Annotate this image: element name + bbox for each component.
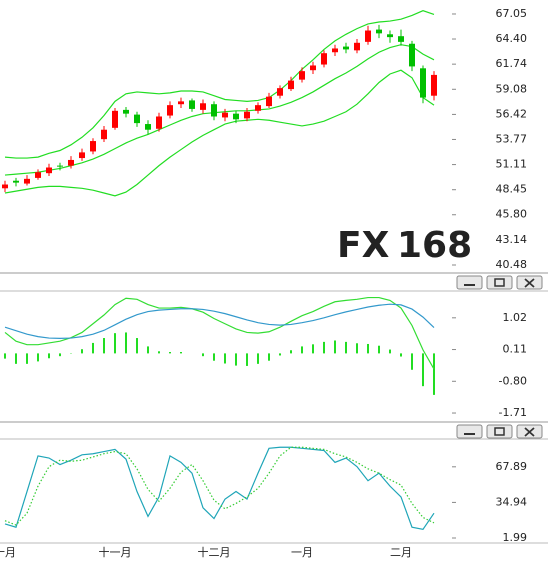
x-tick-label: 十二月: [198, 545, 231, 559]
x-tick-label: 二月: [390, 546, 412, 559]
y-tick-label: 43.14: [496, 233, 528, 246]
minimize-button[interactable]: [456, 424, 483, 439]
candle-body: [2, 184, 8, 189]
y-tick-label: 1.99: [503, 531, 528, 544]
candle-body: [123, 109, 129, 114]
x-tick-label: 十一月: [99, 545, 132, 559]
y-tick-label: 1.02: [503, 311, 528, 324]
candle-body: [46, 167, 52, 174]
candle-body: [387, 34, 393, 38]
y-tick-label: -1.71: [499, 406, 527, 419]
y-tick-label: 0.11: [503, 343, 528, 356]
icon: [494, 427, 505, 436]
watermark: FX: [337, 225, 390, 266]
window-buttons: [456, 275, 543, 439]
y-tick-label: 34.94: [496, 495, 528, 508]
line-series: [4, 296, 435, 370]
watermark: 168: [397, 225, 472, 266]
candle-body: [376, 29, 382, 34]
candle-body: [398, 36, 404, 42]
candle-body: [277, 88, 283, 96]
y-tick-label: -0.80: [499, 374, 527, 387]
candle-body: [134, 114, 140, 124]
candle-body: [211, 104, 217, 117]
candle-body: [409, 43, 415, 67]
candle-body: [266, 96, 272, 107]
line-series: [4, 303, 435, 339]
y-tick-label: 64.40: [496, 32, 528, 45]
candle-body: [255, 105, 261, 111]
candle-body: [35, 172, 41, 178]
y-tick-label: 59.08: [496, 82, 528, 95]
line-series: [4, 44, 435, 176]
candle-body: [420, 68, 426, 98]
icon: [524, 278, 535, 288]
candle-body: [156, 116, 162, 129]
y-tick-label: 61.74: [496, 57, 528, 70]
y-tick-label: 67.89: [496, 460, 528, 473]
candle-body: [431, 74, 437, 96]
y-tick-label: 51.11: [496, 158, 528, 171]
restore-button[interactable]: [486, 275, 513, 290]
candle-body: [57, 165, 63, 167]
candle-body: [222, 112, 228, 118]
candle-body: [299, 71, 305, 80]
icon: [524, 427, 535, 437]
candle-body: [343, 46, 349, 50]
candle-body: [200, 103, 206, 110]
candle-body: [321, 53, 327, 65]
candle-body: [365, 30, 371, 42]
y-tick-label: 40.48: [496, 258, 528, 271]
candle-body: [68, 159, 74, 166]
candle-body: [145, 124, 151, 130]
candle-body: [332, 48, 338, 53]
candle-body: [288, 80, 294, 90]
candle-body: [24, 178, 30, 184]
restore-button[interactable]: [486, 424, 513, 439]
y-tick-label: 56.42: [496, 107, 528, 120]
candle-body: [90, 141, 96, 152]
y-tick-label: 48.45: [496, 183, 528, 196]
x-tick-label: 一月: [291, 546, 313, 559]
candle-body: [310, 65, 316, 71]
line-series: [4, 10, 435, 159]
candle-body: [189, 100, 195, 109]
y-tick-label: 67.05: [496, 7, 528, 20]
x-tick-label: 十月: [0, 545, 16, 559]
icon: [494, 278, 505, 287]
candle-body: [244, 111, 250, 119]
y-tick-label: 45.80: [496, 208, 528, 221]
candle-body: [233, 113, 239, 120]
y-tick-label: 53.77: [496, 132, 528, 145]
line-series: [4, 446, 435, 531]
minimize-button[interactable]: [456, 275, 483, 290]
candle-body: [167, 105, 173, 116]
candle-body: [178, 101, 184, 105]
line-series: [4, 69, 435, 197]
candle-body: [79, 152, 85, 159]
candle-body: [13, 180, 19, 183]
candle-body: [354, 42, 360, 51]
candle-body: [101, 129, 107, 140]
line-series: [4, 446, 435, 526]
candle-body: [112, 110, 118, 128]
